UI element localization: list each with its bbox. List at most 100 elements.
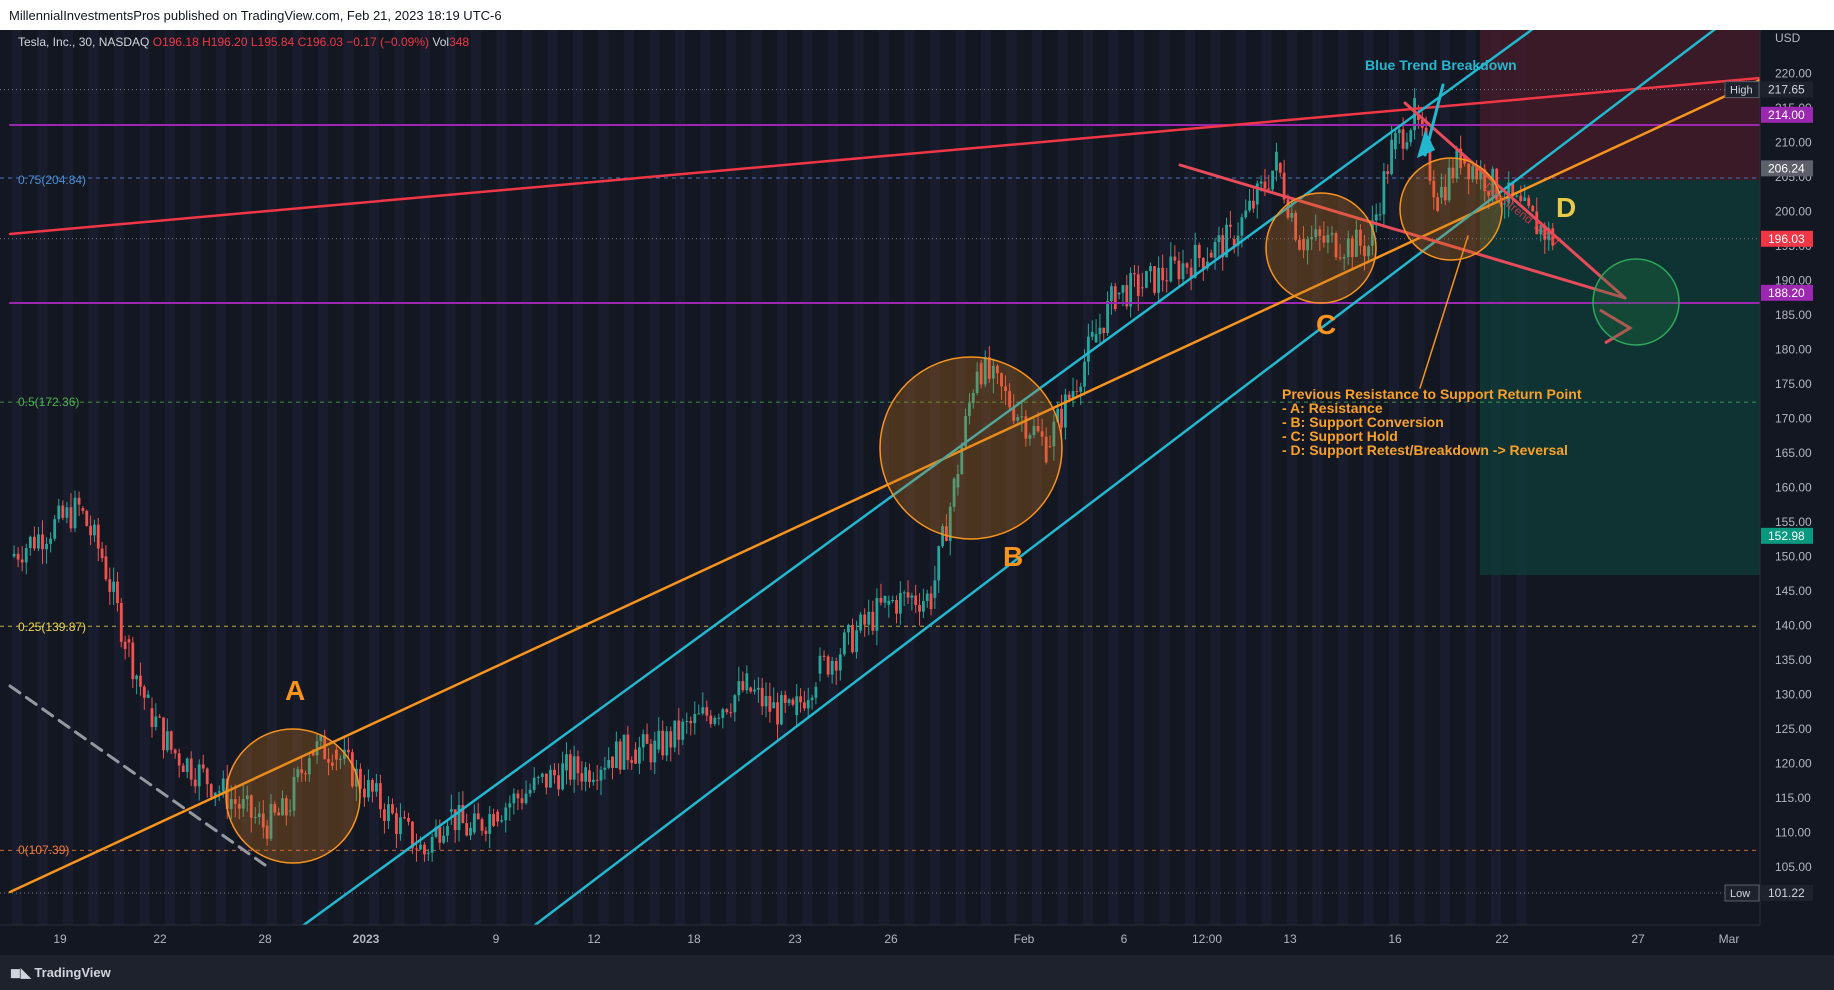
candle-body	[1390, 139, 1393, 175]
candle-body	[1012, 407, 1016, 421]
candle-body	[914, 595, 918, 605]
candle-body	[12, 553, 16, 557]
candle-body	[725, 709, 729, 713]
candle-body	[449, 809, 453, 812]
analysis-notes: Previous Resistance to Support Return Po…	[1282, 387, 1582, 457]
price-tick-label: 170.00	[1775, 411, 1812, 425]
price-tag-label: 152.98	[1768, 529, 1805, 543]
blue-breakdown-label: Blue Trend Breakdown	[1365, 57, 1517, 73]
session-stripe	[1185, 30, 1195, 925]
candle-body	[806, 700, 810, 709]
candle-body	[1140, 287, 1144, 289]
price-tick-label: 165.00	[1775, 446, 1812, 460]
candle-body	[89, 525, 92, 536]
candle-body	[16, 553, 20, 560]
candle-body	[971, 393, 975, 404]
candle-body	[1121, 285, 1125, 293]
candle-body	[1185, 263, 1189, 268]
time-tick-label: 13	[1283, 932, 1297, 946]
candle-body	[472, 813, 476, 833]
candle-body	[173, 749, 177, 754]
candle-body	[512, 793, 516, 804]
tradingview-logo[interactable]: ◼◣ TradingView	[10, 965, 111, 980]
symbol-name[interactable]: Tesla, Inc., 30, NASDAQ	[18, 35, 150, 49]
candle-body	[737, 681, 741, 696]
candle-body	[1409, 130, 1413, 143]
fib-level-label: 0.75(204.84)	[18, 173, 87, 187]
price-axis[interactable]	[1760, 30, 1834, 925]
candle-body	[307, 758, 311, 775]
candle-body	[1378, 214, 1382, 216]
session-stripe	[1083, 30, 1093, 925]
candle-body	[169, 731, 173, 750]
price-tag	[1761, 106, 1813, 123]
candle-body	[430, 836, 434, 853]
candle-body	[910, 595, 914, 598]
candle-body	[221, 778, 225, 792]
time-tick-label: 22	[1495, 932, 1509, 946]
price-tick-label: 200.00	[1775, 204, 1812, 218]
candle-body	[1161, 267, 1165, 281]
circle-a[interactable]	[225, 728, 361, 864]
candle-body	[520, 798, 524, 804]
session-stripe	[369, 30, 379, 925]
session-stripe	[598, 30, 609, 925]
candle-body	[549, 769, 552, 788]
session-stripe	[1414, 30, 1425, 925]
session-stripe	[700, 30, 711, 925]
candle-body	[100, 548, 104, 559]
candle-body	[1535, 211, 1539, 235]
descending-trend-line	[1178, 163, 1627, 300]
candle-body	[135, 675, 139, 680]
candle-body	[500, 820, 504, 822]
price-tag	[1761, 284, 1813, 301]
candle-body	[614, 741, 618, 768]
target-circle[interactable]	[1592, 258, 1680, 346]
candle-body	[296, 769, 300, 777]
session-stripe	[496, 30, 507, 925]
candle-body	[1306, 239, 1310, 251]
note-line: - B: Support Conversion	[1282, 414, 1444, 430]
candle-body	[142, 686, 146, 698]
candle-body	[41, 534, 44, 550]
candle-body	[681, 721, 685, 740]
candle-body	[28, 536, 32, 549]
candle-body	[116, 581, 119, 604]
candle-body	[925, 593, 929, 602]
candle-body	[729, 712, 733, 714]
candle-body	[1004, 386, 1007, 392]
candle-body	[741, 681, 745, 691]
candle-body	[618, 741, 622, 770]
circle-d[interactable]	[1399, 157, 1503, 261]
time-tick-label: 12:00	[1192, 932, 1222, 946]
candle-body	[717, 717, 721, 719]
circle-b[interactable]	[879, 356, 1063, 540]
candle-body	[544, 773, 548, 788]
candle-body	[371, 780, 374, 792]
price-tick-label: 160.00	[1775, 480, 1812, 494]
session-stripe	[879, 30, 889, 925]
session-stripe	[241, 30, 252, 925]
candle-body	[407, 818, 410, 822]
candle-body	[1511, 182, 1515, 197]
candle-body	[1259, 181, 1263, 184]
chart-canvas[interactable]: USD 105.00 110.00 115.00 120.00 125.00 130.00 1…	[0, 30, 1834, 955]
candle-body	[532, 777, 536, 790]
price-tick-label: 210.00	[1775, 135, 1812, 149]
time-axis[interactable]	[0, 925, 1834, 955]
candle-body	[292, 776, 296, 811]
candle-body	[504, 807, 508, 821]
price-tag-marker-label: High	[1730, 85, 1753, 97]
candle-body	[1527, 197, 1531, 206]
price-tick-label: 180.00	[1775, 342, 1812, 356]
circle-c[interactable]	[1265, 192, 1377, 304]
candle-body	[1032, 426, 1036, 436]
candle-body	[1401, 129, 1405, 149]
candle-body	[24, 548, 28, 563]
session-stripe	[930, 30, 940, 925]
candle-body	[697, 713, 701, 715]
candle-body	[1071, 391, 1075, 398]
candle-body	[933, 580, 937, 598]
candle-body	[791, 699, 795, 705]
candle-body	[834, 660, 838, 671]
